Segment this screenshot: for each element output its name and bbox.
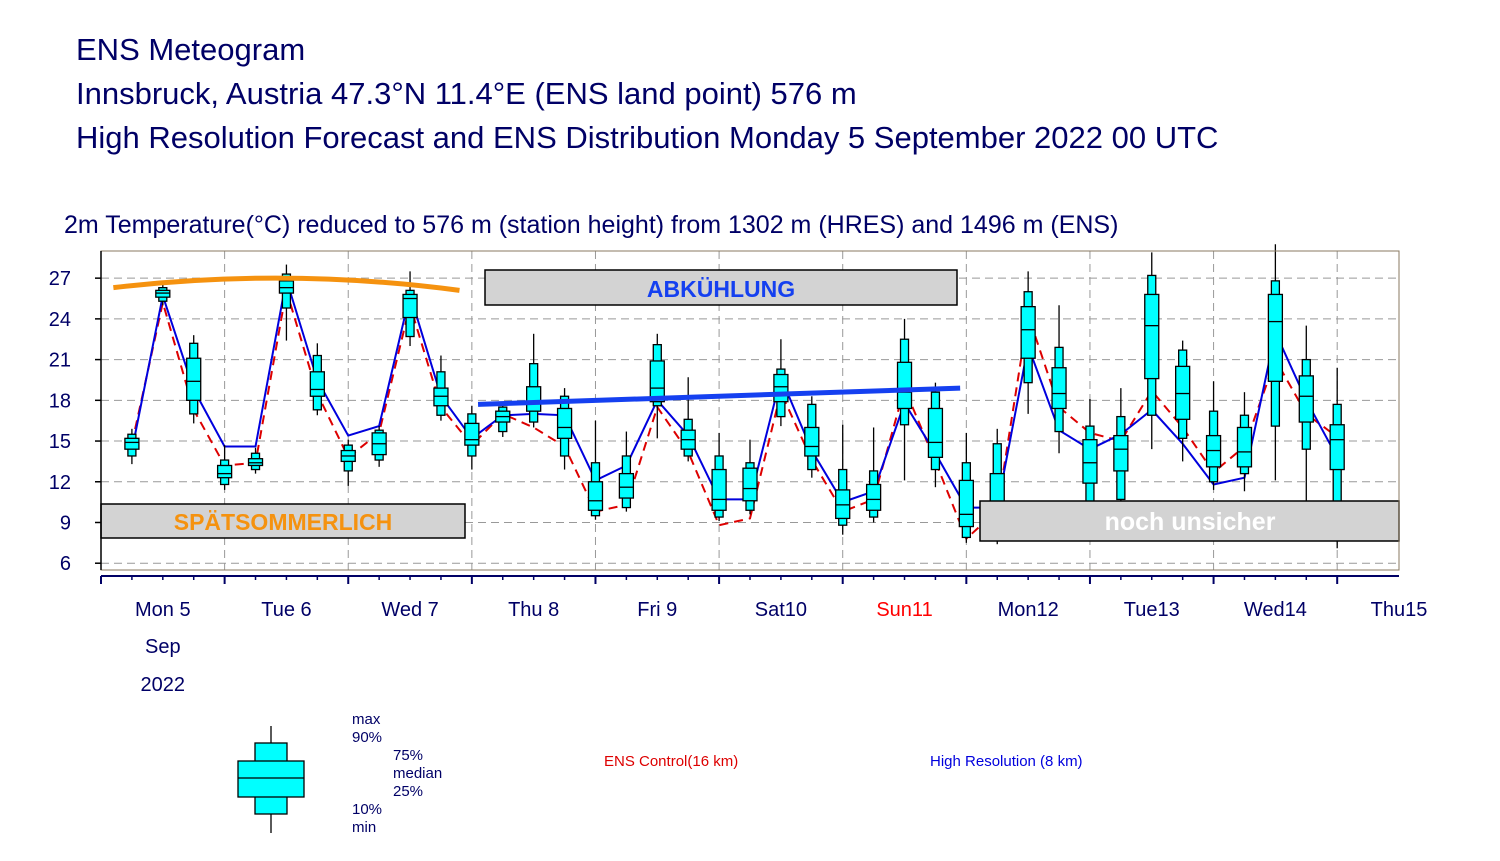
legend-p25-label: 25% [393,783,424,800]
box-inner [773,373,789,403]
box-inner [1267,293,1284,382]
legend-hres: High Resolution (8 km) [930,753,1083,770]
box-inner [556,407,573,439]
box-inner [216,464,233,479]
axes: 6 9 12 15 18 21 24 27 Mon 5 Tue 6 Wed 7 Thu 8 Fri 9 S… [49,268,1428,696]
x-date-label: Sep [145,636,181,658]
box-inner [1144,293,1160,380]
box-inner [958,479,974,528]
box-inner [1051,367,1067,410]
box-inner [464,422,480,446]
box-inner [711,468,727,511]
box-inner [1329,424,1345,471]
ens-control-line [130,290,1338,541]
x-day-label: Tue13 [1124,599,1180,621]
box-inner [1175,365,1191,420]
annotation-box-abkuehlung [484,269,958,306]
annotation-spaetsommerlich: SPÄTSOMMERLICH [174,509,393,535]
box-inner [1236,426,1253,468]
title-line-1: ENS Meteogram [76,32,306,67]
box-inner [1298,375,1314,423]
legend-min-label: min [352,819,377,836]
x-day-label: Sat10 [755,599,807,621]
legend-p90-label: 90% [352,729,383,746]
box-inner [865,483,882,511]
title-line-3: High Resolution Forecast and ENS Distrib… [76,120,1219,155]
box-inner [804,426,820,457]
annotation-boxes [100,269,958,539]
y-tick-label: 15 [49,431,71,453]
box-inner [155,289,171,298]
y-tick-label: 6 [60,553,71,575]
title-line-2: Innsbruck, Austria 47.3°N 11.4°E (ENS la… [76,76,857,111]
box-inner [1020,306,1036,359]
box-inner [402,293,418,319]
y-tick-label: 12 [49,472,71,494]
box-inner [526,386,542,412]
annotation-box-spaetsommerlich [100,503,466,539]
legend-p10-label: 10% [352,801,383,818]
x-date-label: 2022 [141,674,186,696]
x-day-label: Thu 8 [508,599,559,621]
box-inner [618,472,635,499]
box-inner [309,371,325,397]
x-day-label: Wed14 [1244,599,1307,621]
legend-median-label: median [393,765,443,782]
box-inner [1113,434,1129,472]
box-inner [927,407,944,458]
box-inner [835,489,851,520]
y-tick-label: 21 [49,350,71,372]
legend-max-label: max [352,711,381,728]
x-day-label: Wed 7 [381,599,438,621]
x-day-label: Mon 5 [135,599,191,621]
box-inner [278,280,295,294]
y-tick-label: 27 [49,268,71,290]
box-inner [587,481,604,511]
trend-line-blue [477,385,961,407]
annotation-noch-unsicher: noch unsicher [1105,508,1276,536]
annotation-box-noch-unsicher [979,500,1400,542]
chart-subtitle: 2m Temperature(°C) reduced to 576 m (sta… [64,211,1119,239]
box-inner [896,361,913,410]
box-inner [433,387,449,407]
legend-box-glyph [237,726,305,833]
series-lines [130,279,1339,541]
y-tick-label: 18 [49,390,71,412]
trend-line-orange [113,275,460,293]
box-inner [1205,434,1222,468]
trend-lines [113,275,961,407]
box-inner [186,357,202,401]
hres-line [130,279,1339,509]
box-inner [742,467,758,502]
box-inner [649,360,665,403]
box-inner [1082,439,1098,484]
x-day-label: Thu15 [1371,599,1428,621]
y-tick-label: 9 [60,512,71,534]
legend-ens-control: ENS Control(16 km) [604,753,739,770]
annotation-labels: SPÄTSOMMERLICH ABKÜHLUNG noch unsicher [174,276,1400,542]
legend-box-inner [237,760,305,798]
x-day-label: Mon12 [998,599,1059,621]
box-inner [247,458,264,467]
x-day-label: Fri 9 [637,599,677,621]
box-inner [124,437,140,450]
y-tick-label: 24 [49,309,71,331]
box-plots [124,244,1345,549]
annotation-abkuehlung: ABKÜHLUNG [647,276,795,302]
legend-p75-label: 75% [393,747,424,764]
x-day-label: Sun11 [876,599,932,621]
x-day-label: Tue 6 [261,599,311,621]
